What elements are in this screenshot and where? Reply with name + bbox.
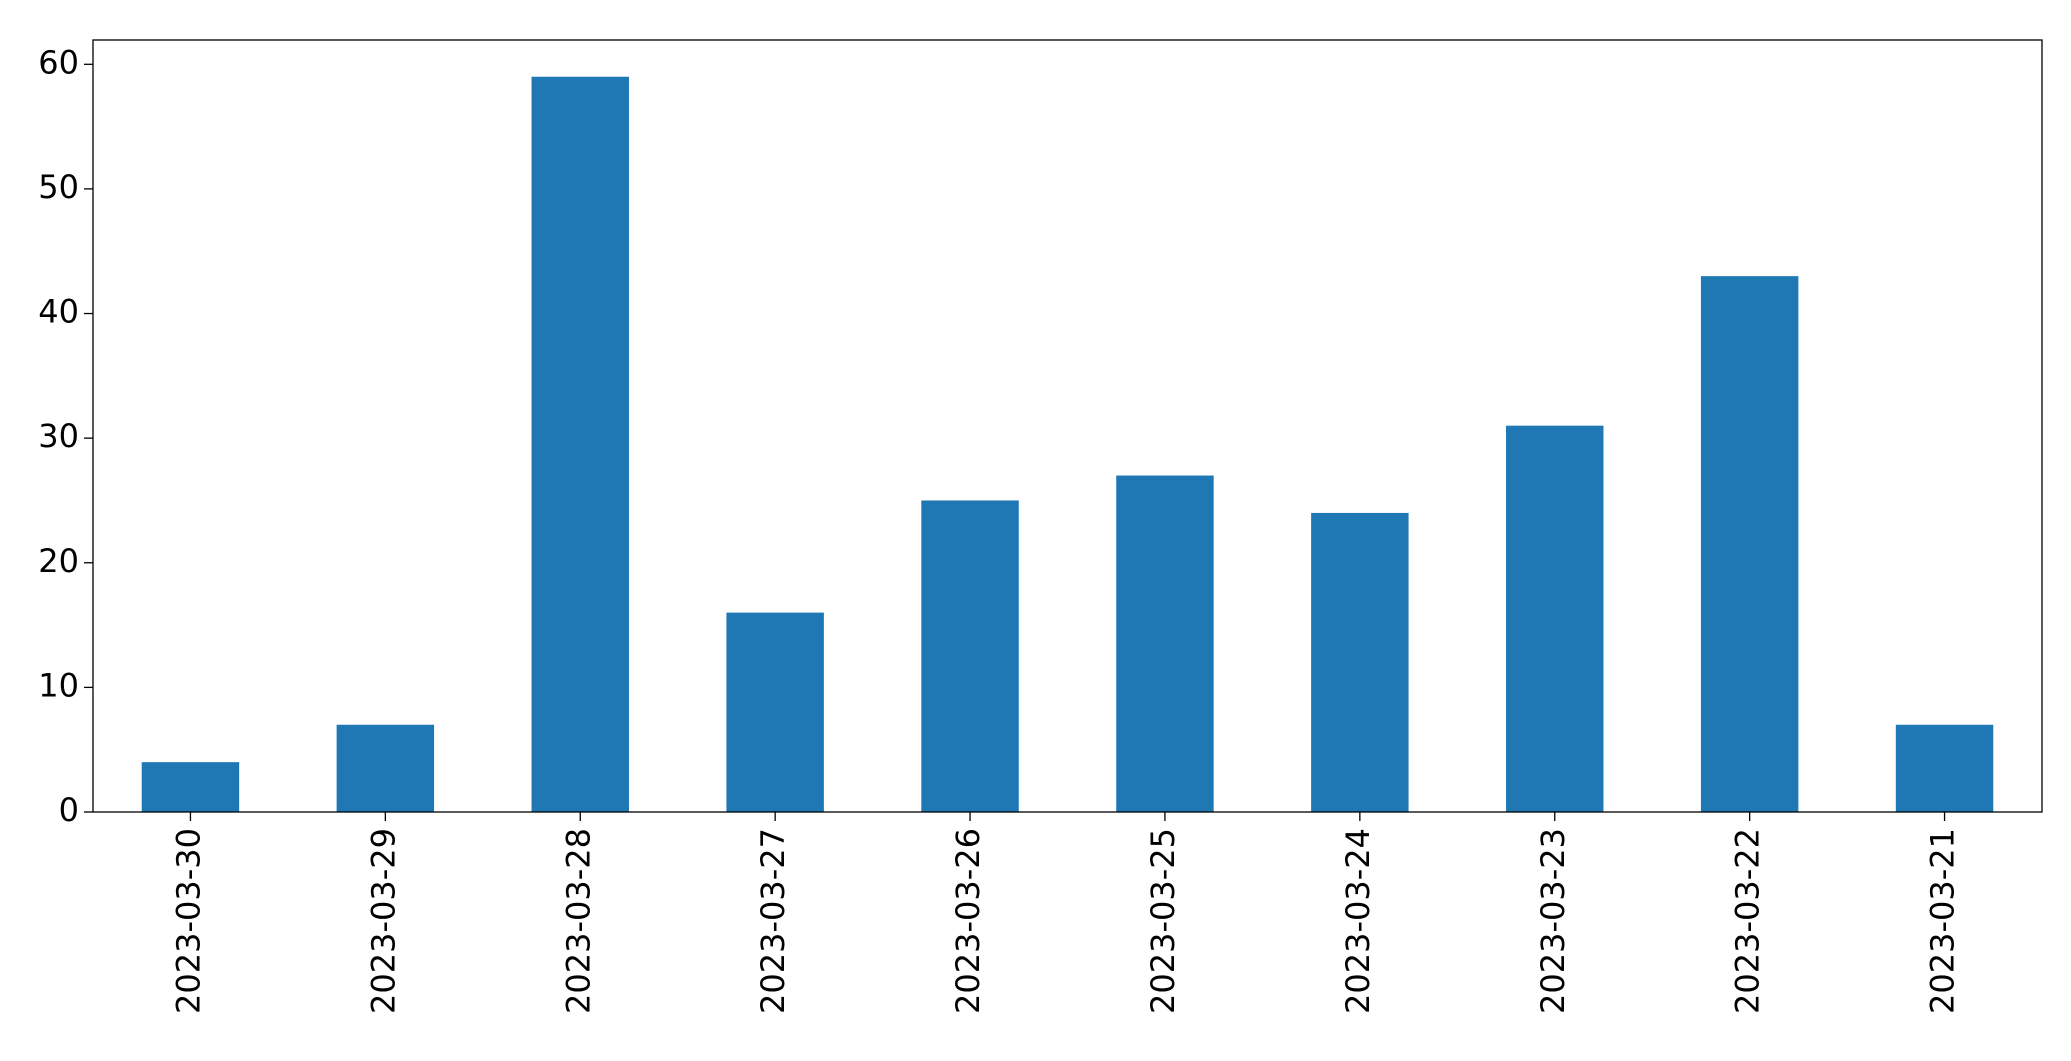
y-tick-label: 50	[38, 168, 79, 206]
x-tick-label: 2023-03-23	[1534, 828, 1572, 1014]
bar	[141, 762, 240, 812]
x-tick-label: 2023-03-22	[1729, 828, 1767, 1014]
x-tick-label: 2023-03-27	[754, 828, 792, 1014]
x-tick-label: 2023-03-30	[169, 828, 207, 1014]
bar	[1116, 475, 1214, 812]
plot-frame	[92, 39, 2043, 813]
x-tick-label: 2023-03-21	[1924, 828, 1962, 1014]
bar	[1700, 276, 1799, 812]
x-tick-label: 2023-03-24	[1339, 828, 1377, 1014]
x-tick-label: 2023-03-29	[364, 828, 402, 1014]
bar	[921, 500, 1019, 812]
bar	[336, 724, 435, 812]
x-tick-label: 2023-03-25	[1144, 828, 1182, 1014]
y-tick-label: 30	[38, 417, 79, 455]
bar	[531, 76, 629, 812]
bar	[1895, 724, 1994, 812]
x-tick-label: 2023-03-28	[559, 828, 597, 1014]
y-tick-label: 10	[38, 666, 79, 704]
x-tick-label: 2023-03-26	[949, 828, 987, 1014]
bar	[726, 612, 824, 812]
y-tick-label: 40	[38, 293, 79, 331]
y-tick-label: 20	[38, 542, 79, 580]
y-tick-label: 0	[59, 791, 79, 829]
y-tick-label: 60	[38, 43, 79, 81]
bar	[1506, 425, 1604, 812]
bar	[1311, 512, 1409, 812]
